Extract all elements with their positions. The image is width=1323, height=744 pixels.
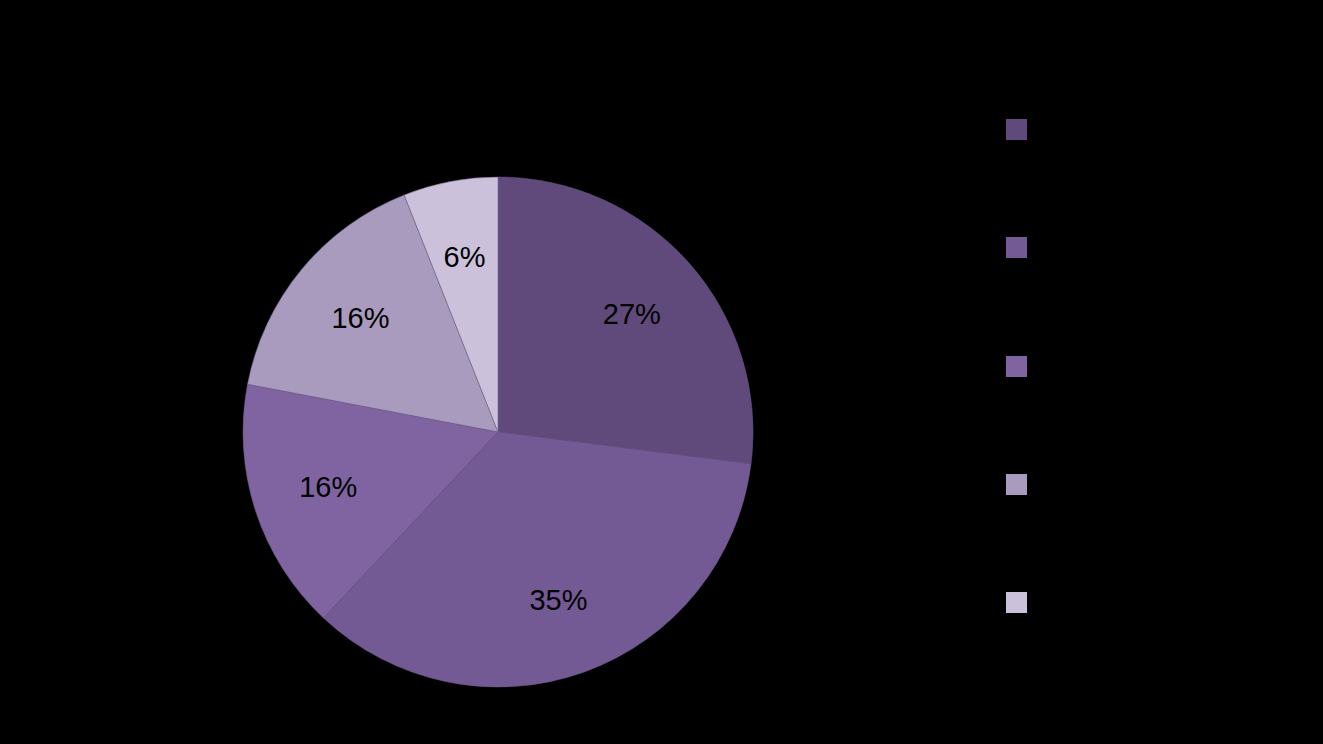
svg-text:16%: 16% — [299, 471, 357, 503]
svg-text:6%: 6% — [444, 241, 486, 273]
svg-text:16%: 16% — [331, 302, 389, 334]
svg-text:27%: 27% — [603, 298, 661, 330]
svg-text:35%: 35% — [529, 584, 587, 616]
